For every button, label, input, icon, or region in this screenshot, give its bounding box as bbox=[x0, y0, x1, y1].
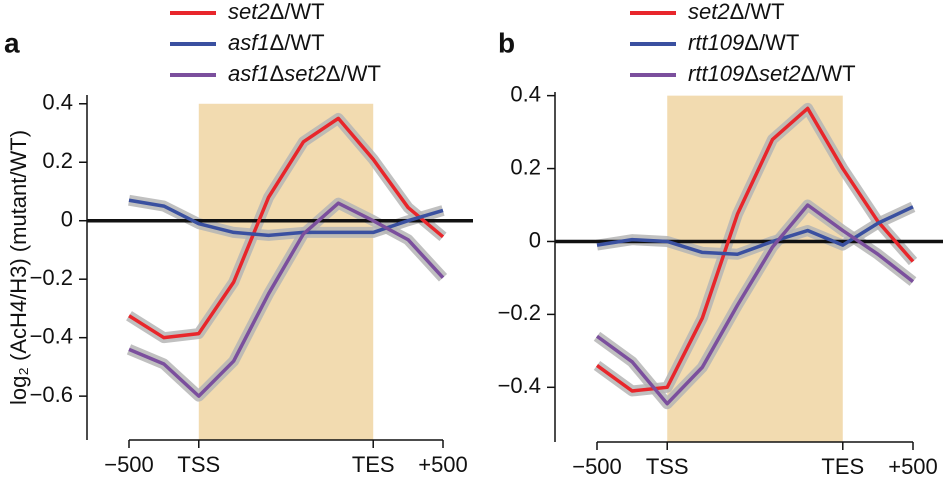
y-tick-label: 0 bbox=[61, 207, 73, 232]
y-tick-label: 0 bbox=[529, 227, 541, 252]
y-tick-label: 0.4 bbox=[510, 81, 541, 106]
y-tick-label: −0.4 bbox=[498, 373, 541, 398]
legend-label: asf1Δ/WT bbox=[228, 30, 325, 55]
legend-label: rtt109Δset2Δ/WT bbox=[688, 61, 856, 86]
x-tick-label: TES bbox=[821, 454, 864, 479]
x-tick-label: TSS bbox=[177, 452, 220, 477]
legend-label: set2Δ/WT bbox=[688, 0, 785, 24]
series-line bbox=[596, 205, 914, 256]
x-tick-label: +500 bbox=[418, 452, 468, 477]
legend-label: set2Δ/WT bbox=[228, 0, 325, 24]
y-tick-label: −0.2 bbox=[498, 300, 541, 325]
y-tick-label: −0.6 bbox=[30, 382, 73, 407]
panel-label: a bbox=[4, 27, 20, 58]
legend-label: asf1Δset2Δ/WT bbox=[228, 61, 381, 86]
y-tick-label: 0.2 bbox=[510, 154, 541, 179]
panel-label: b bbox=[498, 27, 515, 58]
x-tick-label: −500 bbox=[572, 454, 622, 479]
series-line bbox=[595, 106, 915, 393]
y-tick-label: 0.4 bbox=[42, 90, 73, 115]
x-tick-label: −500 bbox=[104, 452, 154, 477]
x-tick-label: TES bbox=[352, 452, 395, 477]
y-tick-label: −0.4 bbox=[30, 323, 73, 348]
x-tick-label: +500 bbox=[888, 454, 938, 479]
x-tick-label: TSS bbox=[646, 454, 689, 479]
legend-label: rtt109Δ/WT bbox=[688, 30, 799, 55]
y-tick-label: 0.2 bbox=[42, 148, 73, 173]
series-line bbox=[128, 201, 445, 398]
y-axis-label: log₂ (AcH4/H3) (mutant/WT) bbox=[6, 130, 31, 405]
series-line bbox=[128, 198, 444, 238]
series-line bbox=[128, 116, 445, 340]
series-line bbox=[595, 203, 915, 406]
y-tick-label: −0.2 bbox=[30, 265, 73, 290]
